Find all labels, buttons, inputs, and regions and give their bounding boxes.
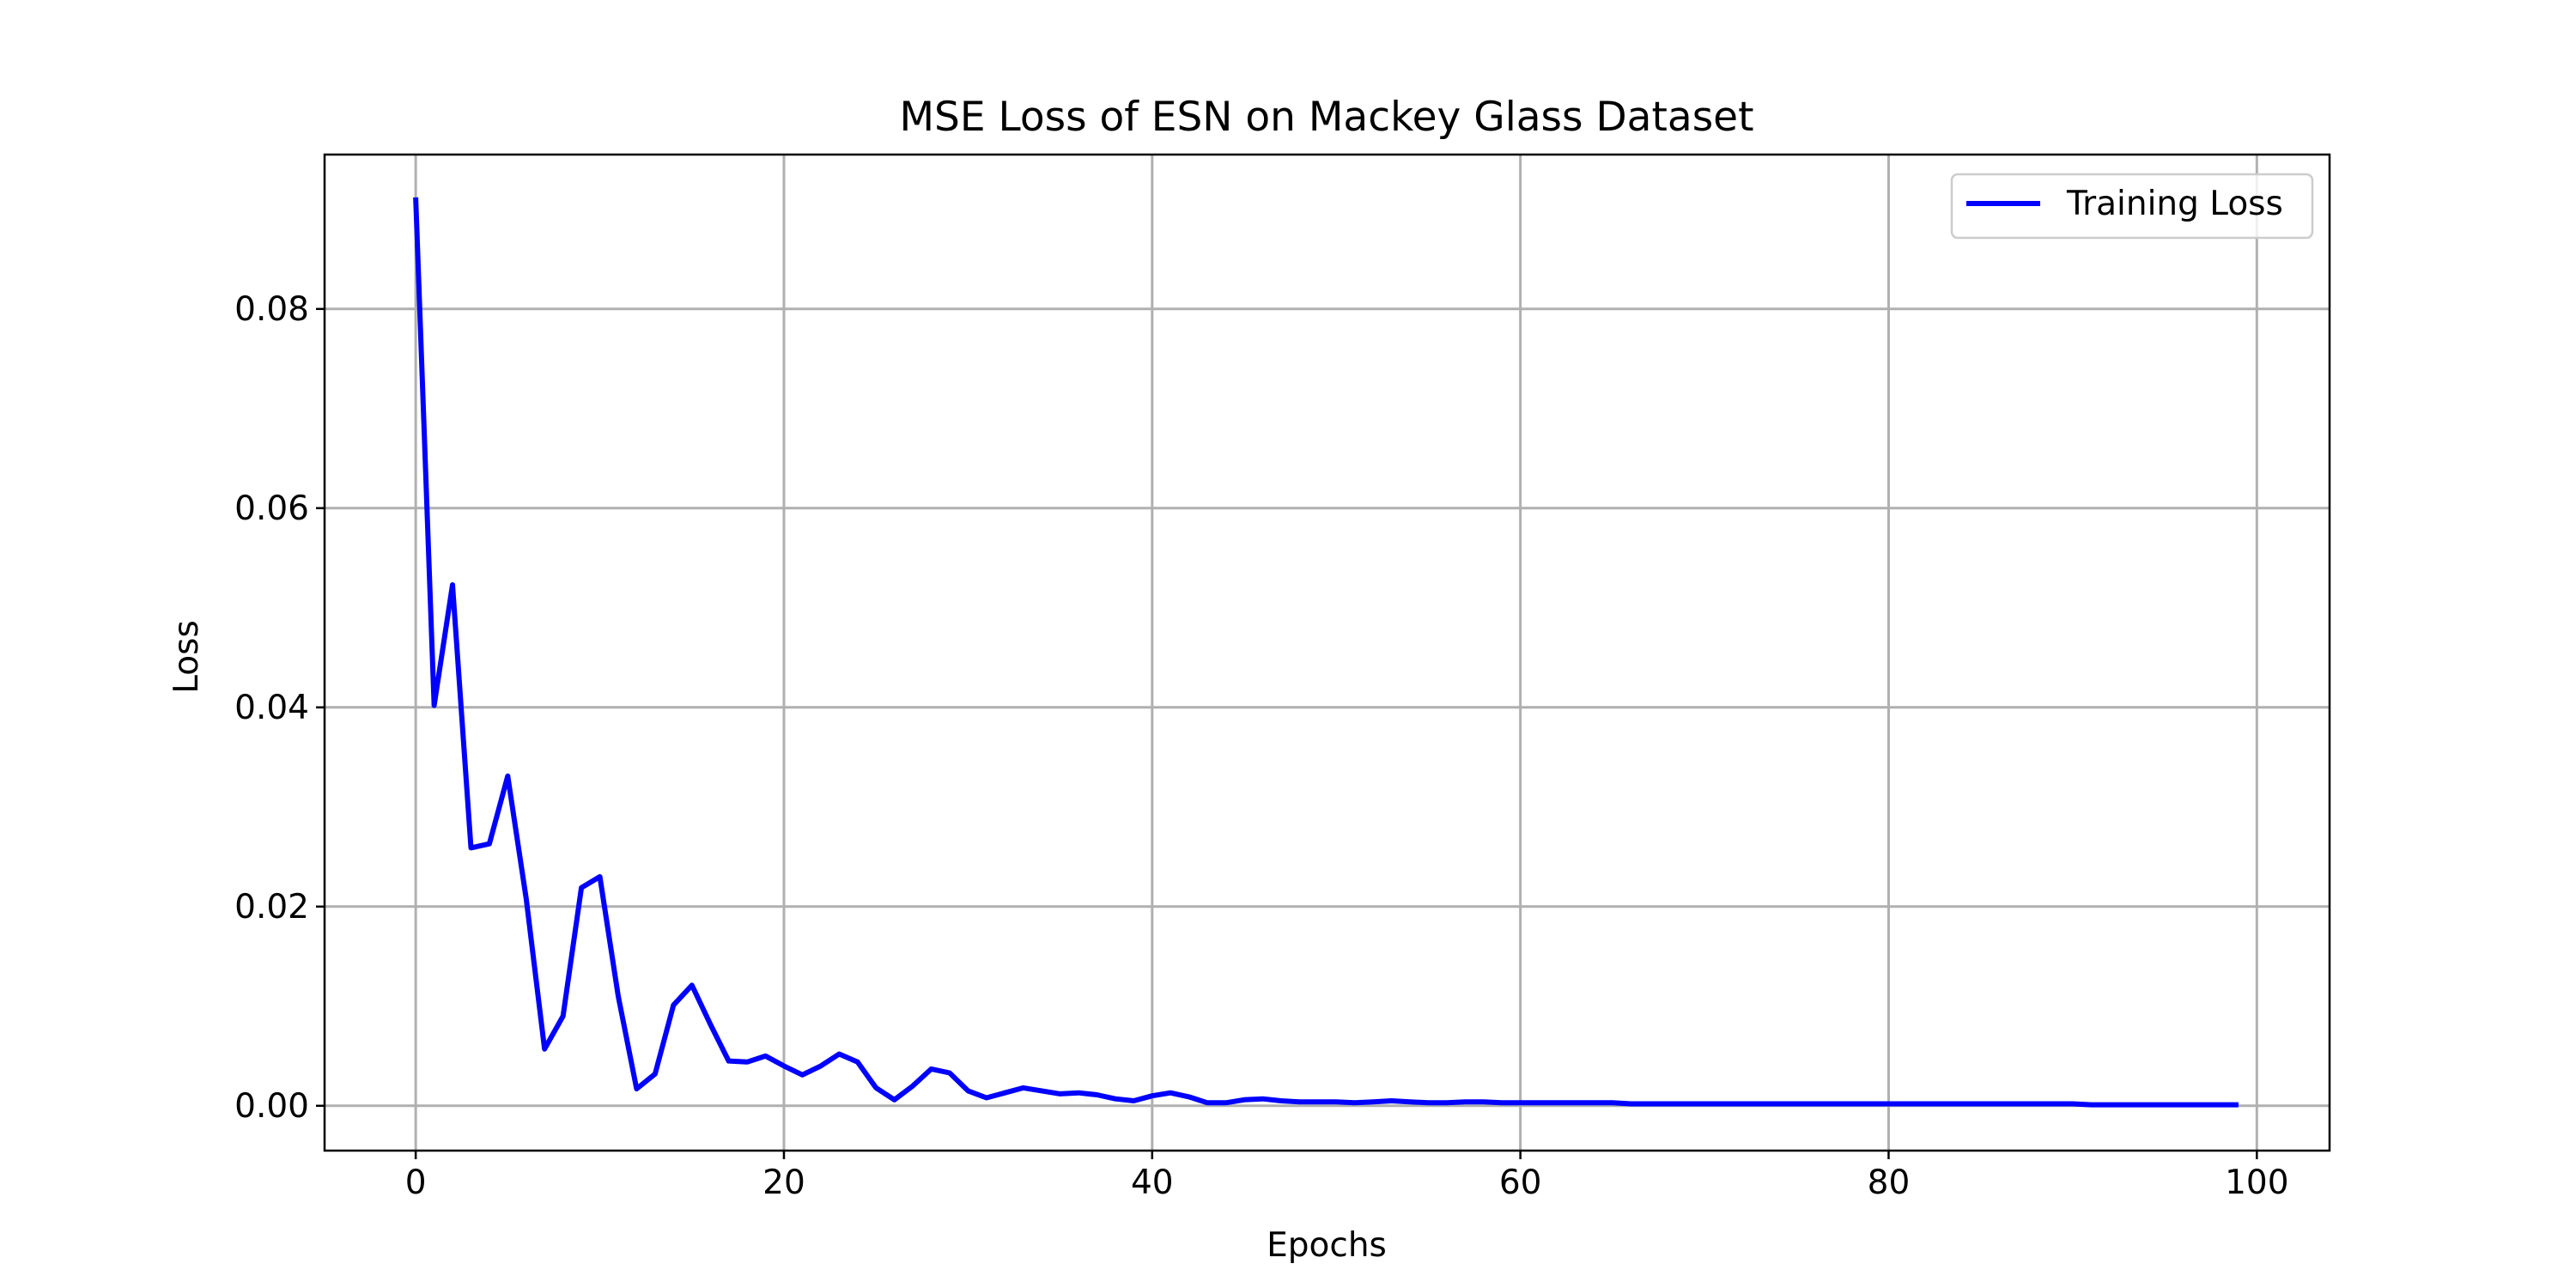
y-tick-label: 0.08 xyxy=(234,290,309,329)
series-layer xyxy=(413,197,2239,1108)
y-tick-label: 0.02 xyxy=(234,888,309,927)
legend-box xyxy=(1950,173,2314,240)
y-axis-label: Loss xyxy=(167,620,206,694)
chart-title: MSE Loss of ESN on Mackey Glass Dataset xyxy=(899,94,1753,141)
series-line-training-loss xyxy=(413,197,2239,1108)
plot-frame xyxy=(323,153,2331,1152)
ticks: 0 20 40 60 80 100 0.00 0.02 0.04 0.06 0.08 xyxy=(234,290,2288,1202)
x-tick-label: 20 xyxy=(762,1163,805,1202)
legend-label: Training Loss xyxy=(2066,185,2283,223)
x-tick-label: 0 xyxy=(405,1163,427,1202)
y-tick-label: 0.04 xyxy=(234,689,309,727)
x-tick-label: 80 xyxy=(1868,1163,1911,1202)
x-tick-label: 100 xyxy=(2225,1163,2288,1202)
y-tick-label: 0.06 xyxy=(234,489,309,528)
x-axis-label: Epochs xyxy=(1267,1226,1387,1265)
legend: Training Loss xyxy=(1950,173,2314,240)
x-tick-label: 60 xyxy=(1499,1163,1542,1202)
x-tick-label: 40 xyxy=(1131,1163,1174,1202)
y-tick-label: 0.00 xyxy=(234,1087,309,1126)
